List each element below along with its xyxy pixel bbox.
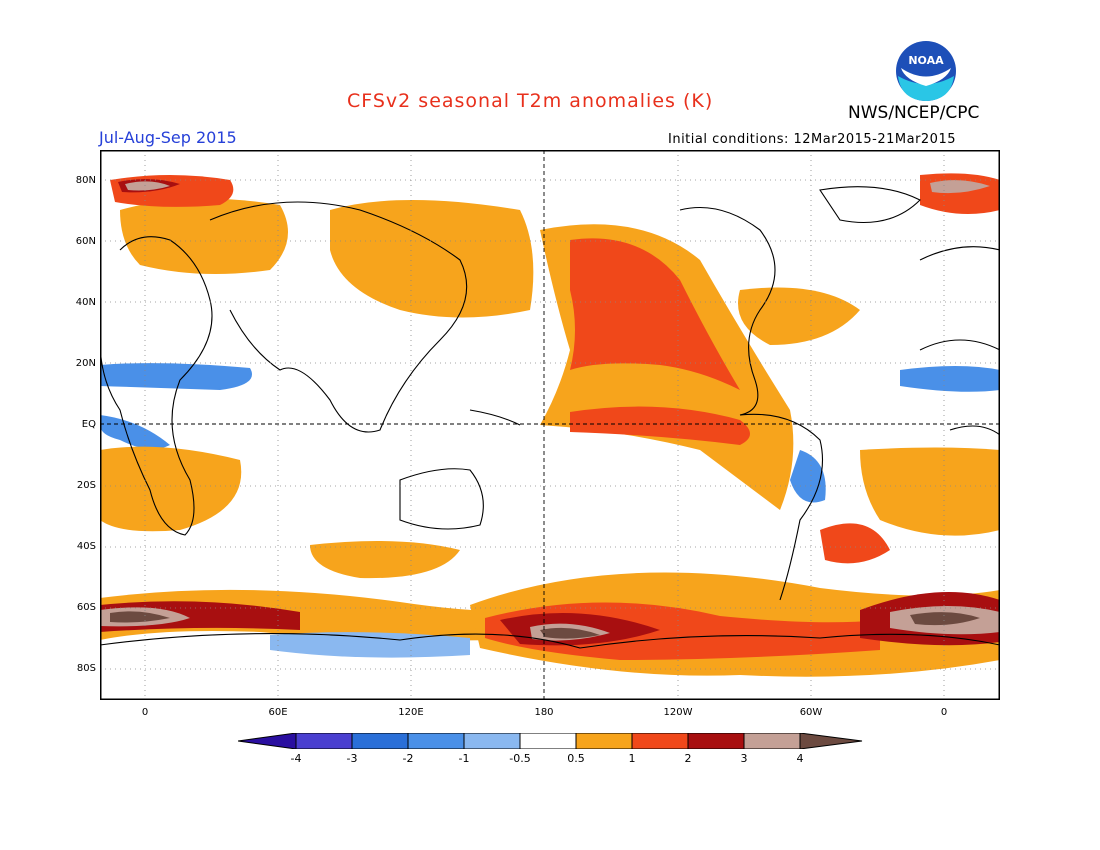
lat-label: 40N — [75, 297, 96, 308]
map-title: CFSv2 seasonal T2m anomalies (K) — [347, 90, 714, 112]
lon-label: 60W — [799, 707, 823, 718]
colorbar-label: 1 — [628, 752, 636, 765]
lon-label: 180 — [534, 707, 554, 718]
colorbar-label: -2 — [402, 752, 414, 765]
coastlines — [100, 186, 1000, 649]
lon-label: 60E — [268, 707, 288, 718]
anomaly-shading — [100, 173, 1000, 677]
colorbar-max-arrow — [799, 733, 863, 749]
lon-label: 120W — [663, 707, 693, 718]
colorbar-swatch — [631, 733, 689, 749]
lat-label: 60S — [76, 602, 96, 613]
anomaly-map — [100, 150, 1000, 700]
colorbar-label: 3 — [740, 752, 748, 765]
colorbar — [238, 733, 863, 749]
colorbar-min-arrow — [238, 733, 297, 749]
colorbar-label: -4 — [290, 752, 302, 765]
lat-label: 80N — [75, 175, 96, 186]
colorbar-swatch — [295, 733, 353, 749]
lon-label: 0 — [141, 707, 149, 718]
lat-label: 20S — [76, 480, 96, 491]
colorbar-label: -3 — [346, 752, 358, 765]
forecast-period: Jul-Aug-Sep 2015 — [99, 128, 237, 147]
colorbar-label: 2 — [684, 752, 692, 765]
colorbar-swatch — [407, 733, 465, 749]
colorbar-label: -1 — [458, 752, 470, 765]
colorbar-swatch — [463, 733, 521, 749]
colorbar-swatch — [351, 733, 409, 749]
agency-label: NWS/NCEP/CPC — [848, 103, 980, 123]
lat-label: 20N — [75, 358, 96, 369]
lat-label: 60N — [75, 236, 96, 247]
noaa-logo-text: NOAA — [908, 54, 944, 67]
lat-label: 80S — [76, 663, 96, 674]
lat-label: EQ — [81, 419, 96, 430]
colorbar-swatch — [687, 733, 745, 749]
lon-label: 120E — [398, 707, 424, 718]
lon-label: 0 — [940, 707, 948, 718]
initial-conditions-label: Initial conditions: 12Mar2015-21Mar2015 — [668, 132, 956, 147]
colorbar-label: -0.5 — [509, 752, 531, 765]
colorbar-swatch — [519, 733, 577, 749]
colorbar-swatch — [743, 733, 801, 749]
graticule — [100, 150, 1000, 700]
noaa-logo: NOAA — [896, 41, 956, 101]
lat-label: 40S — [76, 541, 96, 552]
colorbar-swatch — [575, 733, 633, 749]
map-frame — [100, 150, 1000, 700]
colorbar-label: 4 — [796, 752, 804, 765]
colorbar-label: 0.5 — [567, 752, 585, 765]
